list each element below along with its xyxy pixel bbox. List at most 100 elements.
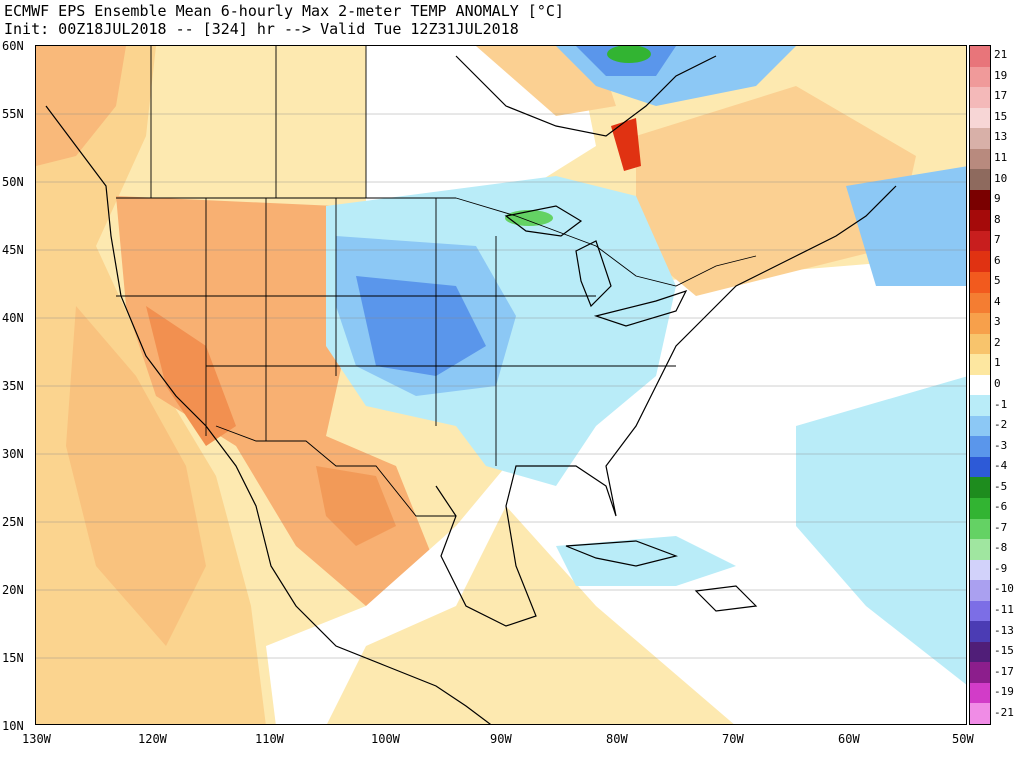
colorbar-tick-label: -8	[994, 541, 1008, 555]
colorbar-swatch	[970, 539, 990, 561]
colorbar-tick-label: -6	[994, 500, 1008, 514]
colorbar-tick-label: -21	[994, 705, 1014, 719]
colorbar-swatch	[970, 600, 990, 622]
colorbar-tick-label: 19	[994, 68, 1008, 82]
lon-label-110w: 110W	[255, 732, 284, 746]
colorbar-swatch	[970, 333, 990, 355]
coastlines	[45, 55, 897, 724]
colorbar-swatch	[970, 189, 990, 211]
lat-label-55n: 55N	[2, 107, 24, 121]
colorbar-swatch	[970, 292, 990, 314]
colorbar-tick-label: 0	[994, 377, 1001, 390]
lat-label-40n: 40N	[2, 311, 24, 325]
gulf-atlantic-coastline	[435, 185, 897, 627]
lon-label-50w: 50W	[952, 732, 974, 746]
pacific-coastline	[45, 105, 492, 724]
lake-superior-cold-spot	[505, 210, 553, 226]
mexico-hot-spot	[316, 466, 396, 546]
colorbar-tick-label: -9	[994, 561, 1008, 575]
lat-label-60n: 60N	[2, 39, 24, 53]
colorbar-tick-label: -2	[994, 418, 1008, 432]
anomaly-map	[35, 45, 967, 725]
lat-label-30n: 30N	[2, 447, 24, 461]
us-canada-east-border	[455, 197, 757, 287]
lon-label-90w: 90W	[490, 732, 512, 746]
colorbar-tick-label: 11	[994, 151, 1008, 164]
colorbar-tick-label: 17	[994, 89, 1008, 103]
colorbar-swatch	[970, 230, 990, 252]
great-lakes-superior	[504, 205, 583, 237]
colorbar-tick-label: 15	[994, 109, 1008, 123]
lon-label-70w: 70W	[722, 732, 744, 746]
colorbar-tick-label: 10	[994, 171, 1008, 185]
colorbar	[969, 45, 991, 725]
map-canvas	[36, 46, 966, 724]
colorbar-swatch	[970, 580, 990, 602]
eastern-canada-warm	[636, 86, 916, 296]
subtropical-atlantic-cool	[796, 376, 966, 685]
colorbar-tick-label: 1	[994, 356, 1001, 370]
hudson-bay-coastline	[455, 55, 717, 137]
us-mexico-border	[215, 425, 456, 517]
colorbar-tick-label: 5	[994, 274, 1001, 288]
colorbar-swatch	[970, 210, 990, 232]
pacific-warm-core	[66, 306, 206, 646]
colorbar-swatch	[970, 641, 990, 663]
colorbar-swatch	[970, 46, 990, 67]
colorbar-tick-label: 2	[994, 335, 1001, 349]
colorbar-tick-label: -4	[994, 459, 1008, 473]
colorbar-tick-label: -11	[994, 603, 1014, 616]
lat-label-45n: 45N	[2, 243, 24, 257]
lat-label-25n: 25N	[2, 515, 24, 529]
colorbar-swatch	[970, 682, 990, 704]
caribbean-cool	[556, 536, 736, 586]
atlantic-neutral-area	[266, 256, 966, 724]
colorbar-tick-label: 13	[994, 130, 1008, 144]
chart-title-line-2: Init: 00Z18JUL2018 -- [324] hr --> Valid…	[4, 20, 519, 38]
colorbar-swatch	[970, 662, 990, 684]
colorbar-swatch	[970, 456, 990, 478]
colorbar-tick-label: -15	[994, 644, 1014, 658]
colorbar-tick-label: 4	[994, 294, 1001, 308]
colorbar-swatch	[970, 498, 990, 519]
colorbar-tick-label: -1	[994, 397, 1008, 411]
colorbar-tick-label: 7	[994, 233, 1001, 247]
nw-warm-area	[36, 46, 126, 166]
lat-label-15n: 15N	[2, 651, 24, 665]
lat-label-20n: 20N	[2, 583, 24, 597]
lat-label-10n: 10N	[2, 719, 24, 733]
lon-label-100w: 100W	[371, 732, 400, 746]
colorbar-swatch	[970, 559, 990, 581]
colorbar-tick-label: -10	[994, 582, 1014, 596]
colorbar-swatch	[970, 87, 990, 109]
colorbar-swatch	[970, 272, 990, 293]
n-atlantic-cool	[846, 166, 966, 286]
lat-label-35n: 35N	[2, 379, 24, 393]
colorbar-swatch	[970, 395, 990, 417]
colorbar-tick-label: -19	[994, 685, 1014, 699]
great-lakes-erie	[593, 289, 688, 327]
james-bay-hot-spot	[611, 118, 641, 171]
lon-label-130w: 130W	[22, 732, 51, 746]
chart-title-line-1: ECMWF EPS Ensemble Mean 6-hourly Max 2-m…	[4, 2, 564, 20]
colorbar-tick-label: 8	[994, 212, 1001, 226]
colorbar-swatch	[970, 107, 990, 129]
great-lakes-michigan	[575, 240, 612, 308]
lon-label-80w: 80W	[606, 732, 628, 746]
colorbar-swatch	[970, 621, 990, 643]
colorbar-swatch	[970, 436, 990, 458]
colorbar-swatch	[970, 169, 990, 191]
colorbar-swatch	[970, 518, 990, 540]
plains-cold-core	[356, 276, 486, 376]
lon-label-60w: 60W	[838, 732, 860, 746]
cuba-outline	[565, 540, 679, 567]
hispaniola-outline	[694, 585, 758, 612]
colorbar-swatch	[970, 313, 990, 335]
colorbar-tick-label: 9	[994, 192, 1001, 206]
colorbar-tick-label: 6	[994, 253, 1001, 267]
colorbar-swatch	[970, 148, 990, 170]
colorbar-swatch	[970, 415, 990, 437]
colorbar-swatch	[970, 374, 990, 396]
colorbar-tick-label: -5	[994, 479, 1008, 493]
borders	[116, 46, 757, 517]
